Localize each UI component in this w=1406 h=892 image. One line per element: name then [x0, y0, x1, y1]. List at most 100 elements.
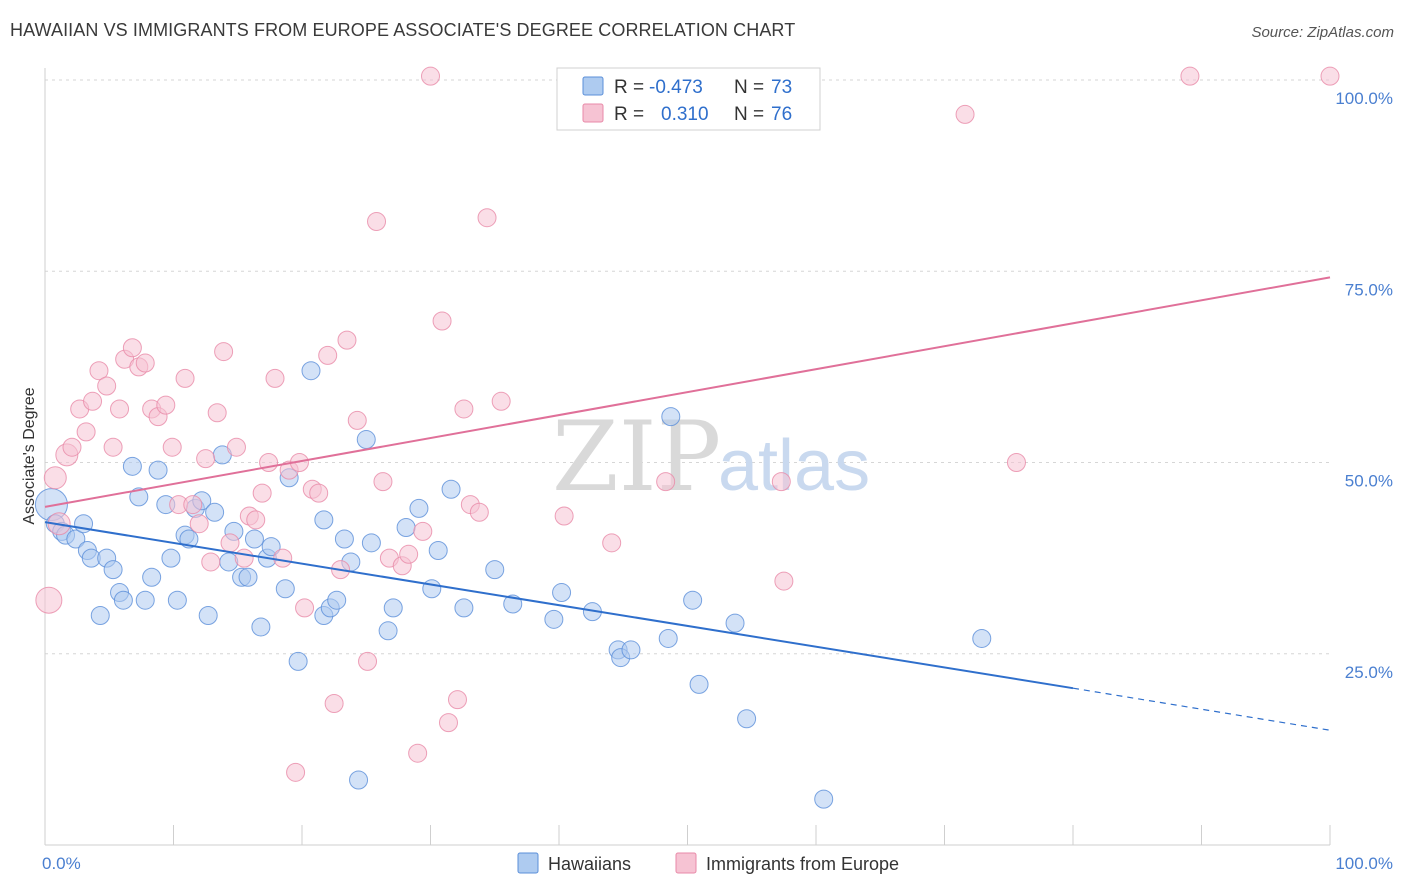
data-point: [447, 690, 467, 710]
data-point: [35, 586, 63, 614]
data-point: [238, 567, 258, 587]
data-point: [413, 521, 433, 541]
data-point: [421, 66, 440, 86]
data-point: [135, 590, 155, 610]
y-tick-label: 50.0%: [1345, 472, 1393, 491]
data-point: [205, 502, 225, 522]
data-point: [361, 533, 381, 553]
data-point: [234, 548, 254, 568]
data-point: [167, 590, 187, 610]
data-point: [89, 361, 109, 381]
data-point: [103, 437, 123, 457]
data-point: [356, 430, 376, 450]
data-point: [175, 368, 195, 388]
legend-n-label-2: N =: [734, 104, 764, 125]
data-point: [288, 651, 308, 671]
legend-swatch-hawaiians-bottom: [517, 852, 539, 874]
data-point: [432, 311, 452, 331]
legend-label-immigrants: Immigrants from Europe: [706, 854, 899, 874]
data-point: [327, 590, 347, 610]
data-point: [246, 510, 266, 530]
data-point: [367, 212, 387, 232]
legend-swatch-hawaiians: [582, 76, 604, 96]
data-point: [725, 613, 745, 633]
data-point: [261, 537, 281, 557]
data-point: [314, 510, 334, 530]
data-point: [955, 104, 975, 124]
data-point: [122, 456, 142, 476]
data-point: [774, 571, 794, 591]
data-point: [295, 598, 315, 618]
x-tick-label: 100.0%: [1335, 854, 1393, 873]
legend-swatch-immigrants-bottom: [675, 852, 697, 874]
data-point: [454, 598, 474, 618]
series-immigrants-points: [35, 66, 1340, 782]
data-point: [477, 208, 497, 228]
data-point: [602, 533, 622, 553]
data-point: [318, 345, 338, 365]
data-point: [301, 361, 321, 381]
legend-n-value-1: 73: [771, 77, 792, 98]
trend-line-hawaiians-extension: [1072, 687, 1331, 731]
data-point: [658, 628, 678, 648]
legend-n-label-1: N =: [734, 77, 764, 98]
data-point: [113, 590, 133, 610]
data-point: [485, 560, 505, 580]
data-point: [383, 598, 403, 618]
data-point: [378, 621, 398, 641]
data-point: [544, 609, 564, 629]
watermark-atlas: atlas: [718, 426, 870, 506]
data-point: [103, 560, 123, 580]
watermark: ZIP atlas: [552, 401, 870, 513]
data-point: [214, 342, 234, 362]
data-point: [162, 437, 182, 457]
data-point: [454, 399, 474, 419]
data-point: [552, 583, 572, 603]
data-point: [273, 548, 293, 568]
data-point: [469, 502, 489, 522]
y-tick-label: 100.0%: [1335, 89, 1393, 108]
legend-label-hawaiians: Hawaiians: [548, 854, 631, 874]
data-point: [373, 472, 393, 492]
data-point: [265, 368, 285, 388]
legend-r-value-2: 0.310: [661, 104, 709, 125]
data-point: [142, 567, 162, 587]
data-point: [621, 640, 641, 660]
data-point: [198, 606, 218, 625]
data-point: [503, 594, 523, 614]
data-point: [97, 376, 117, 396]
data-point: [43, 466, 67, 490]
data-point: [399, 544, 419, 564]
data-point: [90, 606, 110, 625]
data-point: [62, 437, 82, 457]
series-legend: Hawaiians Immigrants from Europe: [517, 852, 899, 874]
data-point: [428, 540, 448, 560]
source-label: Source: ZipAtlas.com: [1251, 24, 1394, 41]
data-point: [972, 628, 992, 648]
data-point: [148, 460, 168, 480]
correlation-legend: R = -0.473 N = 73 R = 0.310 N = 76: [556, 67, 821, 131]
data-point: [189, 514, 209, 534]
data-point: [438, 713, 458, 733]
data-point: [334, 529, 354, 549]
data-point: [396, 518, 416, 538]
y-axis-label: Associate's Degree: [21, 387, 38, 524]
data-point: [1180, 66, 1200, 86]
data-point: [441, 479, 461, 499]
x-tick-label: 0.0%: [42, 854, 81, 873]
data-point: [275, 579, 295, 599]
data-point: [358, 651, 378, 671]
data-point: [220, 533, 240, 553]
data-point: [1320, 66, 1340, 86]
data-point: [349, 770, 369, 790]
data-point: [83, 391, 103, 411]
data-point: [76, 422, 96, 442]
data-point: [207, 403, 227, 423]
data-point: [122, 338, 142, 358]
data-point: [244, 529, 264, 549]
y-tick-label: 75.0%: [1345, 280, 1393, 299]
data-point: [196, 449, 216, 469]
data-point: [135, 353, 155, 373]
legend-r-value-1: -0.473: [649, 77, 703, 98]
